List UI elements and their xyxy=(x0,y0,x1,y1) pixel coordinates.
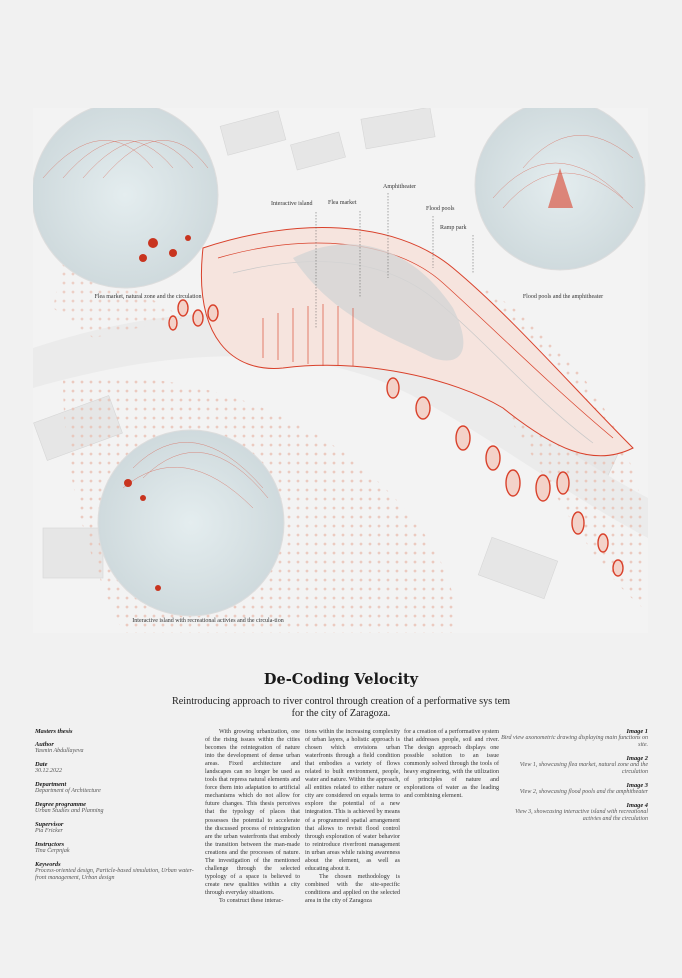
meta-key: Masters thesis xyxy=(35,728,73,735)
body-paragraph: tions within the increasing complexity o… xyxy=(305,729,400,872)
meta-value: Yasmin Abdullayeva xyxy=(35,748,84,754)
meta-key: Keywords xyxy=(35,861,61,868)
page-title: De-Coding Velocity xyxy=(263,671,419,688)
body-column-3: for a creation of a performative system … xyxy=(404,728,499,800)
body-paragraph: To construct these interac- xyxy=(219,897,284,904)
image-caption-text: View 3, showcasing interactive island wi… xyxy=(515,809,648,822)
image-caption-text: View 2, showcasing flood pools and the a… xyxy=(519,789,648,795)
meta-value: Urban Studies and Planning xyxy=(35,808,104,814)
meta-key: Instructors xyxy=(35,841,65,848)
axonometric-illustration: Interactive island Flea market Amphithea… xyxy=(31,99,648,633)
image-caption-key: Image 1 xyxy=(626,728,648,735)
meta-value: Pia Fricker xyxy=(35,828,63,834)
caption-view-1: Flea market, natural zone and the circul… xyxy=(94,294,202,300)
view-circle-2 xyxy=(474,99,646,271)
thesis-metadata: Masters thesis Author Yasmin Abdullayeva … xyxy=(35,728,195,888)
label-ramp-park: Ramp park xyxy=(440,225,467,231)
body-paragraph: for a creation of a performative system … xyxy=(404,729,499,800)
image-caption-text: View 1, showcasing flea market, natural … xyxy=(519,762,648,775)
label-amphitheater: Amphitheater xyxy=(383,184,416,190)
image-caption-key: Image 2 xyxy=(626,755,648,762)
view-circle-3 xyxy=(97,429,285,617)
body-column-2: tions within the increasing complexity o… xyxy=(305,728,400,905)
meta-key: Degree programme xyxy=(35,801,86,808)
view-circle-1 xyxy=(31,101,219,289)
meta-key: Date xyxy=(35,761,48,768)
page-subtitle: Reintroducing approach to river control … xyxy=(171,696,511,719)
label-flea-market: Flea market xyxy=(328,200,357,206)
image-caption-key: Image 3 xyxy=(626,782,648,789)
meta-value: Tina Čerpnjak xyxy=(35,848,70,854)
meta-value: Process-oriented design, Particle-based … xyxy=(35,868,194,881)
image-captions: Image 1 Bird view axonometric drawing dis… xyxy=(500,728,648,829)
meta-value: Department of Architecture xyxy=(35,788,101,794)
body-paragraph: The chosen methodology is combined with … xyxy=(305,873,400,904)
label-interactive-island: Interactive island xyxy=(271,201,313,207)
image-caption-key: Image 4 xyxy=(626,802,648,809)
meta-key: Supervisor xyxy=(35,821,64,828)
meta-value: 30.12.2022 xyxy=(35,768,62,774)
meta-key: Department xyxy=(35,781,67,788)
label-flood-pools: Flood pools xyxy=(426,206,455,212)
site-drawing xyxy=(31,99,648,633)
image-caption-text: Bird view axonometric drawing displaying… xyxy=(501,735,648,748)
caption-view-3: Interactive island with recreational act… xyxy=(132,618,284,624)
meta-key: Author xyxy=(35,741,54,748)
caption-view-2: Flood pools and the amphitheater xyxy=(522,294,604,300)
body-column-1: With growing urbanization, one of the ri… xyxy=(205,728,300,905)
body-paragraph: With growing urbanization, one of the ri… xyxy=(205,729,300,896)
